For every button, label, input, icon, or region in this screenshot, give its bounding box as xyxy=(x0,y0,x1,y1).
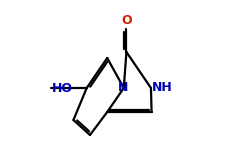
Text: NH: NH xyxy=(152,81,173,94)
Text: O: O xyxy=(121,14,132,27)
Text: HO: HO xyxy=(52,82,73,95)
Text: N: N xyxy=(118,81,128,94)
